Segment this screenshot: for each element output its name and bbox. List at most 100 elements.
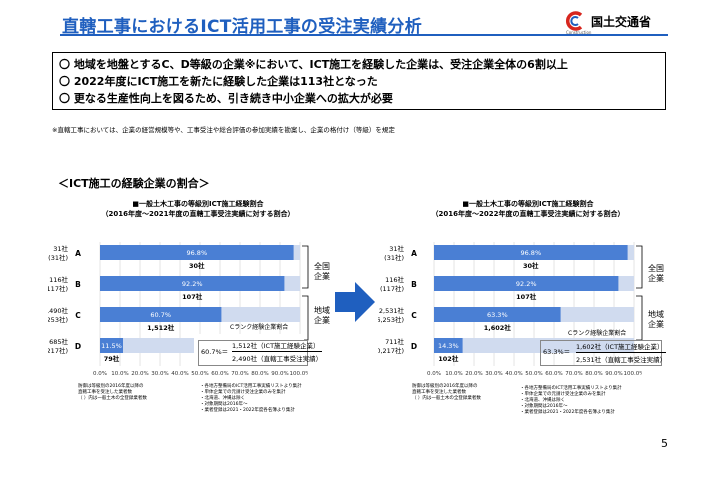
x-tick-label: 50.0% bbox=[525, 371, 542, 377]
right-chart-title-line1: ■一般土木工事の等級別ICT施工経験割合 bbox=[462, 200, 594, 208]
logo-subtext: Construction bbox=[566, 30, 592, 35]
note-line: （ ）内は一般土木の全登録業者数 bbox=[78, 396, 147, 401]
x-tick-label: 30.0% bbox=[485, 371, 502, 377]
bar-value-label: 63.3% bbox=[487, 311, 508, 319]
category-count: (31社) bbox=[48, 253, 68, 262]
x-tick-label: 80.0% bbox=[585, 371, 602, 377]
bar bbox=[100, 276, 285, 291]
note-line: ・業者登録は2021・2022年度各名簿より集計 bbox=[520, 410, 615, 415]
mlit-logo-icon bbox=[565, 11, 583, 31]
note-line: ・北海道、沖縄は除く bbox=[520, 398, 565, 403]
note-line: （ ）内は一般土木の全登録業者数 bbox=[412, 396, 481, 401]
bar-value-label: 92.2% bbox=[516, 280, 537, 288]
bar-value-label: 11.5% bbox=[101, 342, 122, 350]
category-count: (6,253社) bbox=[378, 315, 404, 324]
summary-box: 〇 地域を地盤とするC、D等級の企業※において、ICT施工を経験した企業は、受注… bbox=[52, 52, 666, 110]
x-tick-label: 60.0% bbox=[545, 371, 562, 377]
note-line: ・北海道、沖縄は除く bbox=[200, 396, 245, 401]
category-label: C bbox=[411, 311, 417, 320]
right-bracket-lines bbox=[636, 245, 643, 341]
page-number: 5 bbox=[661, 437, 668, 450]
summary-line: 〇 更なる生産性向上を図るため、引き続き中小企業への拡大が必要 bbox=[59, 92, 393, 105]
left-fraction-frame bbox=[198, 340, 308, 366]
footnote: ※直轄工事においては、企業の経営規模等や、工事受注や総合評価の参加実績を勘案し、… bbox=[52, 126, 395, 134]
right-legend-label: Cランク経験企業割合 bbox=[568, 330, 627, 337]
right-chart-title: ■一般土木工事の等級別ICT施工経験割合 （2016年度～2022年度の直轄工事… bbox=[398, 199, 658, 219]
x-tick-label: 70.0% bbox=[565, 371, 582, 377]
note-line: 直轄工事を受注した業者数 bbox=[78, 390, 132, 395]
experienced-count-label: 30社 bbox=[189, 261, 205, 270]
experienced-count-label: 79社 bbox=[104, 354, 120, 363]
right-fraction: 1,602社（ICT施工経験企業） 2,531社（直轄工事受注実績） bbox=[576, 341, 667, 364]
x-tick-label: 40.0% bbox=[171, 371, 188, 377]
section-heading: ＜ICT施工の経験企業の割合＞ bbox=[58, 177, 210, 190]
category-count: 31社 bbox=[53, 244, 68, 253]
x-tick-label: 30.0% bbox=[151, 371, 168, 377]
category-count: 685社 bbox=[49, 337, 68, 346]
left-chart-title-line1: ■一般土木工事の等級別ICT施工経験割合 bbox=[132, 200, 264, 208]
x-tick-label: 70.0% bbox=[231, 371, 248, 377]
category-label: B bbox=[411, 280, 417, 289]
category-count: (117社) bbox=[380, 284, 404, 293]
bar-value-label: 92.2% bbox=[182, 280, 203, 288]
note-line: ・単体企業での元請け受注企業のみを集計 bbox=[200, 390, 286, 395]
category-count: (117社) bbox=[48, 284, 68, 293]
x-tick-label: 60.0% bbox=[211, 371, 228, 377]
note-line: ・対象期間は2016年～ bbox=[200, 402, 248, 407]
experienced-count-label: 1,602社 bbox=[484, 323, 512, 332]
bar bbox=[100, 245, 294, 260]
right-frac-value: 63.3%＝ bbox=[543, 348, 571, 356]
note-line: ・単体企業での元請け受注企業のみを集計 bbox=[520, 392, 606, 397]
category-label: C bbox=[75, 311, 81, 320]
x-tick-label: 10.0% bbox=[111, 371, 128, 377]
right-chart-title-line2: （2016年度～2022年度の直轄工事受注実績に対する割合） bbox=[431, 210, 625, 218]
category-count: 116社 bbox=[49, 275, 68, 284]
bar-value-label: 96.8% bbox=[186, 249, 207, 257]
right-bar-chart: 0.0% 10.0% 20.0% 30.0% 40.0% 50.0% 60.0% 70.0% 8… bbox=[378, 242, 642, 377]
x-tick-label: 40.0% bbox=[505, 371, 522, 377]
category-count: 31社 bbox=[389, 244, 404, 253]
right-arrow-icon bbox=[335, 282, 375, 322]
x-tick-label: 100.0% bbox=[290, 371, 308, 377]
category-count: (31社) bbox=[384, 253, 404, 262]
left-notes-b: ・各地方整備局のICT活用工事実績リストより集計 ・単体企業での元請け受注企業の… bbox=[200, 384, 302, 414]
bar-value-label: 60.7% bbox=[150, 311, 171, 319]
category-label: A bbox=[411, 249, 417, 258]
category-count: (10,217社) bbox=[378, 346, 404, 355]
left-notes-a: 防御は等級別の2016年度以降の 直轄工事を受注した業者数 （ ）内は一般土木の… bbox=[78, 384, 147, 402]
page-title: 直轄工事におけるICT活用工事の受注実績分析 bbox=[62, 17, 422, 37]
note-line: ・各地方整備局のICT活用工事実績リストより集計 bbox=[200, 384, 302, 389]
left-frac-denominator: 2,490社（直轄工事受注実績） bbox=[232, 355, 323, 363]
category-count: (6,253社) bbox=[48, 315, 68, 324]
x-tick-label: 100.0% bbox=[624, 371, 642, 377]
experienced-count-label: 107社 bbox=[516, 292, 537, 301]
summary-line: 〇 地域を地盤とするC、D等級の企業※において、ICT施工を経験した企業は、受注… bbox=[59, 58, 568, 71]
note-line: 直轄工事を受注した業者数 bbox=[412, 390, 466, 395]
category-label: D bbox=[411, 342, 417, 351]
right-frac-denominator: 2,531社（直轄工事受注実績） bbox=[576, 356, 667, 364]
category-count: (10,217社) bbox=[48, 346, 68, 355]
x-tick-label: 80.0% bbox=[251, 371, 268, 377]
left-bracket-regional: 地域 企業 bbox=[314, 306, 330, 325]
left-fraction-box bbox=[194, 334, 304, 366]
right-notes-a: 防御は等級別の2016年度以降の 直轄工事を受注した業者数 （ ）内は一般土木の… bbox=[412, 384, 481, 402]
category-label: D bbox=[75, 342, 81, 351]
right-notes-b: ・各地方整備局のICT活用工事実績リストより集計 ・単体企業での元請け受注企業の… bbox=[520, 386, 622, 416]
bar bbox=[434, 276, 619, 291]
ministry-name: 国土交通省 bbox=[591, 14, 652, 29]
title-underline bbox=[60, 34, 668, 36]
bar-value-label: 14.3% bbox=[438, 342, 459, 350]
note-line: ・対象期間は2016年～ bbox=[520, 404, 568, 409]
bar bbox=[434, 307, 561, 322]
left-bracket-national: 全国 企業 bbox=[314, 262, 330, 281]
left-frac-numerator: 1,512社（ICT施工経験企業） bbox=[232, 340, 323, 352]
x-tick-label: 10.0% bbox=[445, 371, 462, 377]
experienced-count-label: 1,512社 bbox=[147, 323, 175, 332]
x-tick-label: 90.0% bbox=[271, 371, 288, 377]
left-bracket-lines bbox=[302, 245, 309, 341]
note-line: ・各地方整備局のICT活用工事実績リストより集計 bbox=[520, 386, 622, 391]
category-count: 2,490社 bbox=[48, 306, 68, 315]
x-tick-label: 20.0% bbox=[465, 371, 482, 377]
left-chart-title: ■一般土木工事の等級別ICT施工経験割合 （2016年度～2021年度の直轄工事… bbox=[68, 199, 328, 219]
category-count: 2,531社 bbox=[379, 306, 405, 315]
